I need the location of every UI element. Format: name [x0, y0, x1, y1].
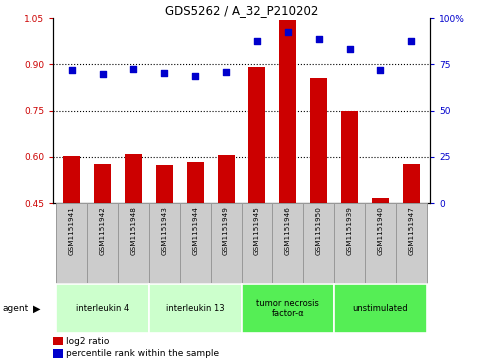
Bar: [56, 203, 87, 283]
Text: GSM1151948: GSM1151948: [130, 206, 136, 254]
Text: log2 ratio: log2 ratio: [66, 337, 110, 346]
Bar: [156, 165, 173, 203]
Bar: [118, 203, 149, 283]
Bar: [56, 284, 149, 333]
Point: [408, 38, 415, 44]
Text: GSM1151941: GSM1151941: [69, 206, 75, 254]
Bar: [53, 337, 63, 346]
Bar: [63, 156, 80, 203]
Bar: [211, 203, 242, 283]
Bar: [187, 162, 204, 203]
Text: ▶: ▶: [33, 303, 41, 314]
Point: [284, 29, 292, 35]
Text: GSM1151940: GSM1151940: [377, 206, 384, 254]
Bar: [125, 154, 142, 203]
Text: GSM1151939: GSM1151939: [347, 206, 353, 254]
Point: [377, 67, 384, 73]
Title: GDS5262 / A_32_P210202: GDS5262 / A_32_P210202: [165, 4, 318, 17]
Bar: [149, 203, 180, 283]
Text: percentile rank within the sample: percentile rank within the sample: [66, 349, 219, 358]
Text: tumor necrosis
factor-α: tumor necrosis factor-α: [256, 299, 319, 318]
Bar: [365, 203, 396, 283]
Text: GSM1151944: GSM1151944: [192, 206, 198, 254]
Bar: [272, 203, 303, 283]
Bar: [310, 78, 327, 203]
Text: GSM1151946: GSM1151946: [285, 206, 291, 254]
Point: [315, 36, 323, 42]
Point: [99, 71, 106, 77]
Bar: [403, 164, 420, 203]
Bar: [334, 203, 365, 283]
Bar: [341, 111, 358, 203]
Point: [191, 74, 199, 79]
Bar: [279, 20, 296, 203]
Text: agent: agent: [2, 304, 28, 313]
Text: GSM1151950: GSM1151950: [316, 206, 322, 254]
Bar: [242, 284, 334, 333]
Point: [68, 68, 75, 73]
Text: interleukin 13: interleukin 13: [166, 304, 225, 313]
Bar: [94, 164, 111, 203]
Text: GSM1151943: GSM1151943: [161, 206, 167, 254]
Bar: [242, 203, 272, 283]
Text: GSM1151947: GSM1151947: [408, 206, 414, 254]
Bar: [334, 284, 427, 333]
Text: GSM1151949: GSM1151949: [223, 206, 229, 254]
Bar: [53, 349, 63, 358]
Text: GSM1151942: GSM1151942: [99, 206, 106, 254]
Bar: [396, 203, 427, 283]
Bar: [372, 198, 389, 203]
Point: [129, 66, 137, 72]
Bar: [248, 66, 266, 203]
Bar: [303, 203, 334, 283]
Text: interleukin 4: interleukin 4: [76, 304, 129, 313]
Text: unstimulated: unstimulated: [353, 304, 408, 313]
Bar: [180, 203, 211, 283]
Bar: [87, 203, 118, 283]
Point: [253, 38, 261, 44]
Point: [160, 70, 168, 76]
Bar: [149, 284, 242, 333]
Text: GSM1151945: GSM1151945: [254, 206, 260, 254]
Point: [346, 46, 354, 52]
Point: [222, 69, 230, 75]
Bar: [217, 155, 235, 203]
